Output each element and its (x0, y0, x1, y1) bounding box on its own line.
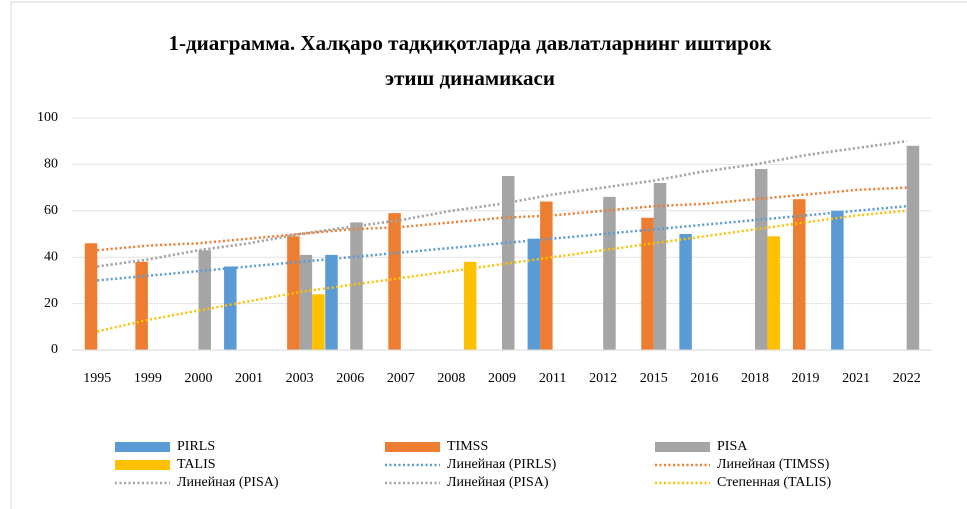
bar (388, 213, 401, 350)
bar (299, 254, 313, 350)
trend-line (97, 139, 907, 268)
legend-swatch (115, 460, 170, 470)
bar (540, 201, 553, 350)
x-tick-label: 2008 (437, 371, 465, 386)
bar (502, 176, 515, 350)
legend-swatch (655, 442, 710, 452)
chart-border (10, 1, 967, 509)
legend-swatch (385, 442, 440, 452)
bar (653, 182, 667, 350)
y-tick-label: 60 (44, 203, 58, 218)
x-tick-label: 2021 (842, 371, 870, 386)
bar (641, 217, 654, 350)
bar (84, 243, 98, 350)
chart-title: 1-диаграмма. Халқаро тадқиқотларда давла… (169, 31, 773, 55)
x-tick-label: 2012 (589, 371, 617, 386)
x-tick-label: 2016 (690, 371, 718, 386)
legend-label: Линейная (PISA) (447, 475, 549, 490)
trend-line (97, 204, 907, 282)
bar (767, 236, 780, 350)
chart-subtitle: этиш динамикаси (385, 66, 555, 90)
legend-label: Степенная (TALIS) (717, 475, 832, 490)
y-tick-label: 100 (37, 110, 58, 125)
trend-line (97, 209, 907, 333)
x-tick-label: 2022 (893, 371, 921, 386)
bar (527, 238, 541, 350)
legend-label: PISA (717, 439, 748, 454)
x-tick-label: 2011 (539, 371, 566, 386)
y-tick-label: 0 (51, 342, 58, 357)
bar (679, 234, 692, 350)
legend-swatch (115, 442, 170, 452)
bar (325, 254, 338, 350)
x-tick-label: 2015 (640, 371, 668, 386)
bar (793, 199, 806, 350)
x-tick-label: 2003 (286, 371, 314, 386)
x-tick-label: 2001 (235, 371, 263, 386)
bar (463, 261, 477, 350)
bar (831, 210, 844, 350)
legend-label: Линейная (PIRLS) (447, 457, 557, 472)
x-tick-label: 2006 (336, 371, 364, 386)
x-tick-label: 1999 (134, 371, 162, 386)
legend-label: Линейная (TIMSS) (717, 457, 830, 472)
x-tick-label: 2007 (387, 371, 415, 386)
y-tick-label: 20 (44, 296, 58, 311)
x-tick-label: 2018 (741, 371, 769, 386)
x-tick-label: 2019 (792, 371, 820, 386)
legend-label: PIRLS (177, 439, 215, 454)
legend-label: TIMSS (447, 439, 488, 454)
x-tick-label: 2009 (488, 371, 516, 386)
legend-label: Линейная (PISA) (177, 475, 279, 490)
bar (754, 169, 768, 350)
x-tick-label: 2000 (184, 371, 212, 386)
x-tick-label: 1995 (83, 371, 111, 386)
bar (906, 145, 920, 350)
trend-line (97, 186, 907, 252)
y-tick-label: 40 (44, 249, 58, 264)
bar (135, 261, 148, 350)
y-tick-label: 80 (44, 157, 58, 172)
legend-label: TALIS (177, 457, 216, 472)
bar (224, 266, 237, 350)
bar (350, 222, 363, 350)
bar (603, 196, 616, 350)
bar (312, 294, 325, 350)
bar (198, 250, 211, 350)
